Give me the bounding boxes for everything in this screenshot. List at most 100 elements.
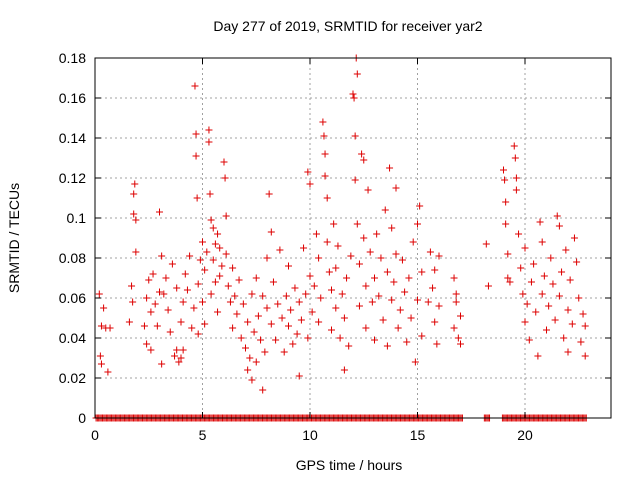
data-point bbox=[310, 282, 318, 290]
chart-title: Day 277 of 2019, SRMTID for receiver yar… bbox=[213, 18, 482, 34]
data-point bbox=[106, 324, 114, 332]
tick-labels: 0 0.02 0.04 0.06 0.08 0.1 0.12 0.14 0.16 0.18 0 5 10… bbox=[59, 50, 533, 443]
data-point bbox=[261, 348, 269, 356]
data-point bbox=[269, 278, 277, 286]
data-point bbox=[414, 220, 421, 228]
data-point bbox=[306, 180, 314, 188]
data-point bbox=[581, 322, 589, 330]
data-point bbox=[224, 282, 232, 290]
data-point bbox=[304, 334, 312, 342]
data-point bbox=[340, 366, 348, 374]
data-point bbox=[194, 330, 202, 338]
data-point bbox=[323, 238, 331, 246]
data-point bbox=[375, 292, 383, 300]
data-point bbox=[267, 228, 275, 236]
data-point bbox=[175, 358, 183, 366]
data-point bbox=[325, 268, 333, 276]
data-point bbox=[179, 346, 187, 354]
data-point bbox=[570, 234, 578, 242]
data-point bbox=[351, 176, 359, 184]
data-point bbox=[564, 348, 572, 356]
data-point bbox=[502, 220, 510, 228]
y-tick-label: 0.16 bbox=[59, 90, 86, 106]
data-point bbox=[214, 308, 222, 316]
data-point bbox=[259, 386, 267, 394]
data-point bbox=[538, 238, 546, 246]
data-point bbox=[132, 216, 140, 224]
data-point bbox=[201, 320, 209, 328]
data-point bbox=[162, 274, 170, 282]
data-point bbox=[504, 250, 512, 258]
data-point bbox=[527, 278, 535, 286]
data-point bbox=[355, 302, 363, 310]
data-point bbox=[538, 290, 546, 298]
data-point bbox=[239, 300, 247, 308]
data-point bbox=[222, 250, 230, 258]
data-point bbox=[231, 292, 239, 300]
data-point bbox=[388, 296, 396, 304]
data-point bbox=[263, 304, 271, 312]
data-point bbox=[181, 270, 189, 278]
data-point bbox=[147, 346, 155, 354]
data-point bbox=[555, 222, 563, 230]
data-point bbox=[355, 260, 363, 268]
data-point bbox=[551, 316, 559, 324]
data-point bbox=[183, 286, 191, 294]
data-point bbox=[100, 304, 108, 312]
data-point bbox=[173, 346, 181, 354]
data-point bbox=[151, 300, 159, 308]
data-point bbox=[300, 244, 308, 252]
x-tick-label: 10 bbox=[302, 427, 318, 443]
data-point bbox=[431, 318, 439, 326]
data-point bbox=[128, 282, 136, 290]
data-point bbox=[282, 292, 290, 300]
data-point bbox=[209, 224, 217, 232]
data-point bbox=[534, 352, 542, 360]
data-point bbox=[388, 224, 396, 232]
data-point bbox=[543, 326, 550, 334]
data-point bbox=[383, 342, 391, 350]
data-point bbox=[403, 338, 411, 346]
data-point bbox=[452, 298, 460, 306]
data-point bbox=[407, 314, 415, 322]
data-point bbox=[409, 238, 417, 246]
data-point bbox=[186, 252, 194, 260]
data-point bbox=[97, 360, 105, 368]
data-point bbox=[334, 242, 342, 250]
data-point bbox=[454, 334, 462, 342]
data-point bbox=[143, 294, 151, 302]
data-point bbox=[566, 276, 574, 284]
data-point bbox=[194, 280, 202, 288]
data-point bbox=[545, 302, 553, 310]
data-point bbox=[353, 220, 361, 228]
data-point bbox=[373, 230, 381, 238]
data-point bbox=[315, 254, 323, 262]
data-point bbox=[248, 290, 256, 298]
data-point bbox=[149, 270, 157, 278]
data-point bbox=[278, 314, 286, 322]
data-point bbox=[426, 248, 434, 256]
data-point bbox=[401, 288, 409, 296]
data-point bbox=[418, 332, 426, 340]
y-tick-label: 0 bbox=[78, 410, 86, 426]
data-point bbox=[536, 218, 544, 226]
data-point bbox=[512, 174, 520, 182]
x-tick-label: 20 bbox=[517, 427, 533, 443]
data-point bbox=[515, 230, 523, 238]
data-point bbox=[246, 354, 254, 362]
data-point bbox=[573, 258, 581, 266]
data-point bbox=[280, 348, 288, 356]
data-point bbox=[289, 340, 297, 348]
data-point bbox=[96, 352, 104, 360]
data-point bbox=[523, 300, 531, 308]
data-point bbox=[431, 266, 439, 274]
data-point bbox=[285, 322, 292, 330]
data-point bbox=[338, 290, 346, 298]
data-point bbox=[350, 94, 358, 102]
data-point bbox=[153, 322, 161, 330]
data-point bbox=[191, 82, 199, 90]
data-point bbox=[222, 212, 230, 220]
data-point bbox=[250, 328, 258, 336]
data-point bbox=[332, 304, 340, 312]
